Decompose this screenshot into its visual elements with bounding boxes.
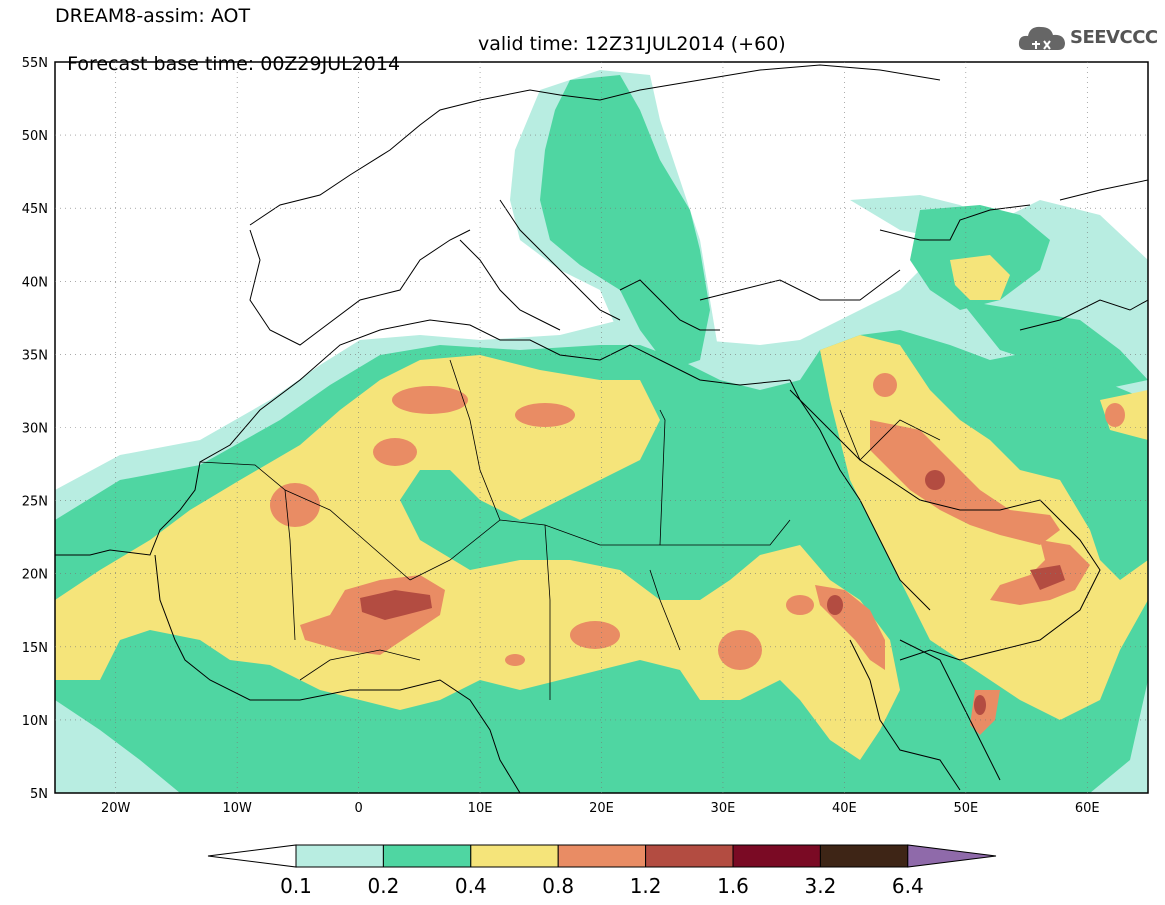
colorbar-segment	[732, 844, 821, 868]
colorbar-segment	[557, 844, 647, 868]
colorbar-label: 0.1	[280, 874, 312, 898]
lat-tick-label: 30N	[22, 422, 48, 437]
lat-tick-label: 50N	[22, 129, 48, 144]
lat-tick-label: 55N	[22, 56, 48, 71]
lat-tick-label: 20N	[22, 568, 48, 583]
lon-tick-label: 50E	[953, 801, 978, 816]
colorbar-segment	[382, 844, 472, 868]
colorbar-label: 3.2	[804, 874, 836, 898]
colorbar-segment	[470, 844, 559, 868]
colorbar-segment	[645, 844, 734, 868]
colorbar-over-triangle	[907, 844, 997, 868]
lat-tick-label: 45N	[22, 202, 48, 217]
lat-tick-label: 40N	[22, 275, 48, 290]
colorbar-label: 1.2	[630, 874, 662, 898]
lon-tick-label: 30E	[711, 801, 736, 816]
graticule	[55, 62, 1148, 793]
base-time: Forecast base time: 00Z29JUL2014	[67, 53, 401, 75]
title-line-2: Forecast base time: 00Z29JUL2014 valid t…	[55, 34, 786, 94]
lat-tick-label: 35N	[22, 348, 48, 363]
colorbar-label: 6.4	[892, 874, 924, 898]
lon-tick-label: 0	[354, 801, 362, 816]
lon-tick-label: 60E	[1075, 801, 1100, 816]
title-line-1: DREAM8-assim: AOT	[55, 5, 251, 27]
valid-time: valid time: 12Z31JUL2014 (+60)	[478, 33, 786, 55]
aot-field	[55, 70, 1148, 793]
lat-tick-label: 10N	[22, 714, 48, 729]
colorbar-under-triangle	[207, 844, 297, 868]
longitude-labels: 20W 10W 0 10E 20E 30E 40E 50E 60E	[101, 801, 1100, 816]
logo-text: SEEVCCC	[1070, 27, 1158, 48]
lat-tick-label: 15N	[22, 641, 48, 656]
latitude-labels: 55N 50N 45N 40N 35N 30N 25N 20N 15N 10N 5N	[22, 56, 48, 802]
aot-level-1-2	[360, 470, 1065, 715]
lon-tick-label: 20W	[101, 801, 131, 816]
lon-tick-label: 10W	[222, 801, 252, 816]
colorbar-label: 1.6	[717, 874, 749, 898]
colorbar-segment	[819, 844, 909, 868]
country-borders	[199, 359, 941, 700]
colorbar-segment	[295, 844, 384, 868]
lat-tick-label: 5N	[30, 787, 48, 802]
colorbar: 0.1 0.2 0.4 0.8 1.2 1.6 3.2 6.4	[207, 844, 997, 898]
lon-tick-label: 10E	[468, 801, 493, 816]
colorbar-label: 0.4	[455, 874, 487, 898]
lat-tick-label: 25N	[22, 495, 48, 510]
lon-tick-label: 20E	[589, 801, 614, 816]
seevccc-logo: SEEVCCC	[1018, 22, 1158, 56]
lon-tick-label: 40E	[832, 801, 857, 816]
coastlines	[55, 64, 1148, 793]
colorbar-label: 0.8	[542, 874, 574, 898]
cloud-icon	[1018, 26, 1065, 50]
colorbar-label: 0.2	[367, 874, 399, 898]
